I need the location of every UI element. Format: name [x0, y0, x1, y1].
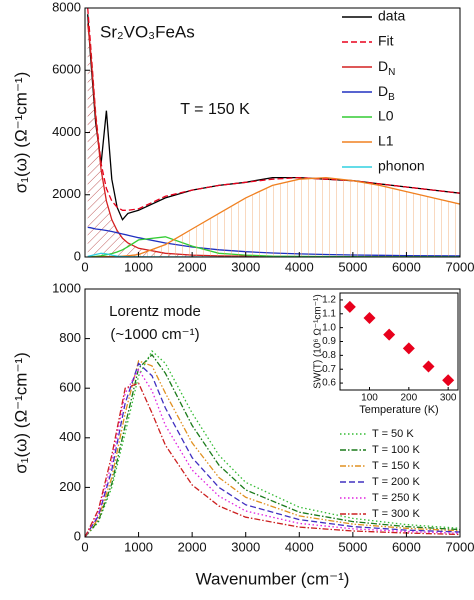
plot-area — [87, 8, 460, 257]
y-axis-label: SW(T) (10⁶ Ω⁻¹cm⁻¹) — [313, 294, 324, 388]
legend-label: Fit — [378, 33, 394, 49]
plot-frame — [84, 7, 461, 258]
legend-label-subscript: N — [388, 67, 395, 78]
annotation: (~1000 cm⁻¹) — [110, 326, 199, 343]
x-axis-label: Temperature (K) — [359, 404, 438, 416]
y-tick-label: 800 — [59, 330, 81, 345]
legend-label-part: D — [378, 58, 388, 74]
series-line — [87, 14, 460, 221]
legend-label: DB — [378, 83, 395, 103]
y-tick-label: 1.2 — [322, 295, 336, 306]
x-tick-label: 6000 — [392, 539, 421, 554]
legend-label: T = 150 K — [372, 460, 420, 472]
legend-label: T = 100 K — [372, 444, 420, 456]
y-tick-label: 1.0 — [322, 322, 336, 333]
x-tick-label: 3000 — [231, 539, 260, 554]
y-axis-label: σ₁(ω) (Ω⁻¹cm⁻¹) — [11, 352, 30, 474]
x-tick-label: 4000 — [285, 539, 314, 554]
legend-label: T = 300 K — [372, 508, 420, 520]
y-tick-label: 1.1 — [322, 308, 336, 319]
x-tick-label: 0 — [81, 259, 88, 274]
x-tick-label: 1000 — [124, 539, 153, 554]
series-line — [85, 360, 460, 537]
legend-label: T = 200 K — [372, 476, 420, 488]
x-tick-label: 100 — [361, 393, 378, 404]
x-tick-label: 5000 — [338, 259, 367, 274]
y-tick-label: 0.9 — [322, 336, 336, 347]
x-tick-label: 2000 — [178, 259, 207, 274]
y-tick-label: 2000 — [52, 186, 81, 201]
series-line — [85, 382, 460, 537]
y-tick-label: 0.6 — [322, 378, 336, 389]
x-axis-label: Wavenumber (cm⁻¹) — [196, 569, 350, 588]
legend-label: DN — [378, 58, 395, 78]
legend-label: L1 — [378, 133, 394, 149]
point — [383, 328, 396, 341]
point — [363, 311, 376, 324]
x-tick-label: 1000 — [124, 259, 153, 274]
y-tick-label: 1000 — [52, 280, 81, 295]
point — [343, 300, 356, 313]
y-tick-label: 8000 — [52, 0, 81, 14]
x-tick-label: 300 — [440, 393, 457, 404]
legend-label: T = 50 K — [372, 428, 414, 440]
inset-background — [340, 293, 458, 390]
x-tick-label: 6000 — [392, 259, 421, 274]
x-tick-label: 5000 — [338, 539, 367, 554]
series-line — [85, 362, 460, 537]
x-tick-label: 7000 — [446, 259, 474, 274]
legend-label: phonon — [378, 158, 425, 174]
legend-label: T = 250 K — [372, 492, 420, 504]
legend-label: data — [378, 8, 405, 24]
y-tick-label: 0 — [74, 248, 81, 263]
x-tick-label: 4000 — [285, 259, 314, 274]
x-tick-label: 3000 — [231, 259, 260, 274]
legend-label-subscript: B — [388, 92, 395, 103]
y-tick-label: 4000 — [52, 124, 81, 139]
point — [422, 360, 435, 373]
x-tick-label: 200 — [400, 393, 417, 404]
y-tick-label: 600 — [59, 380, 81, 395]
y-axis-label: σ₁(ω) (Ω⁻¹cm⁻¹) — [11, 72, 30, 194]
plot-area — [85, 349, 460, 537]
x-tick-label: 2000 — [178, 539, 207, 554]
y-tick-label: 400 — [59, 429, 81, 444]
y-tick-label: 0 — [74, 528, 81, 543]
plot-frame — [339, 292, 459, 391]
y-tick-label: 0.8 — [322, 350, 336, 361]
x-tick-label: 7000 — [446, 539, 474, 554]
plot-frame — [84, 288, 461, 538]
y-tick-label: 0.7 — [322, 364, 336, 375]
hatched-area — [87, 177, 460, 257]
legend-label-part: D — [378, 83, 388, 99]
x-tick-label: 0 — [81, 539, 88, 554]
point — [402, 342, 415, 355]
point — [442, 374, 455, 387]
y-tick-label: 6000 — [52, 62, 81, 77]
legend-label: L0 — [378, 108, 394, 124]
annotation: Lorentz mode — [109, 303, 201, 320]
annotation: T = 150 K — [180, 101, 250, 118]
series-line — [85, 353, 460, 537]
annotation: Sr₂VO₃FeAs — [100, 22, 195, 41]
y-tick-label: 200 — [59, 479, 81, 494]
